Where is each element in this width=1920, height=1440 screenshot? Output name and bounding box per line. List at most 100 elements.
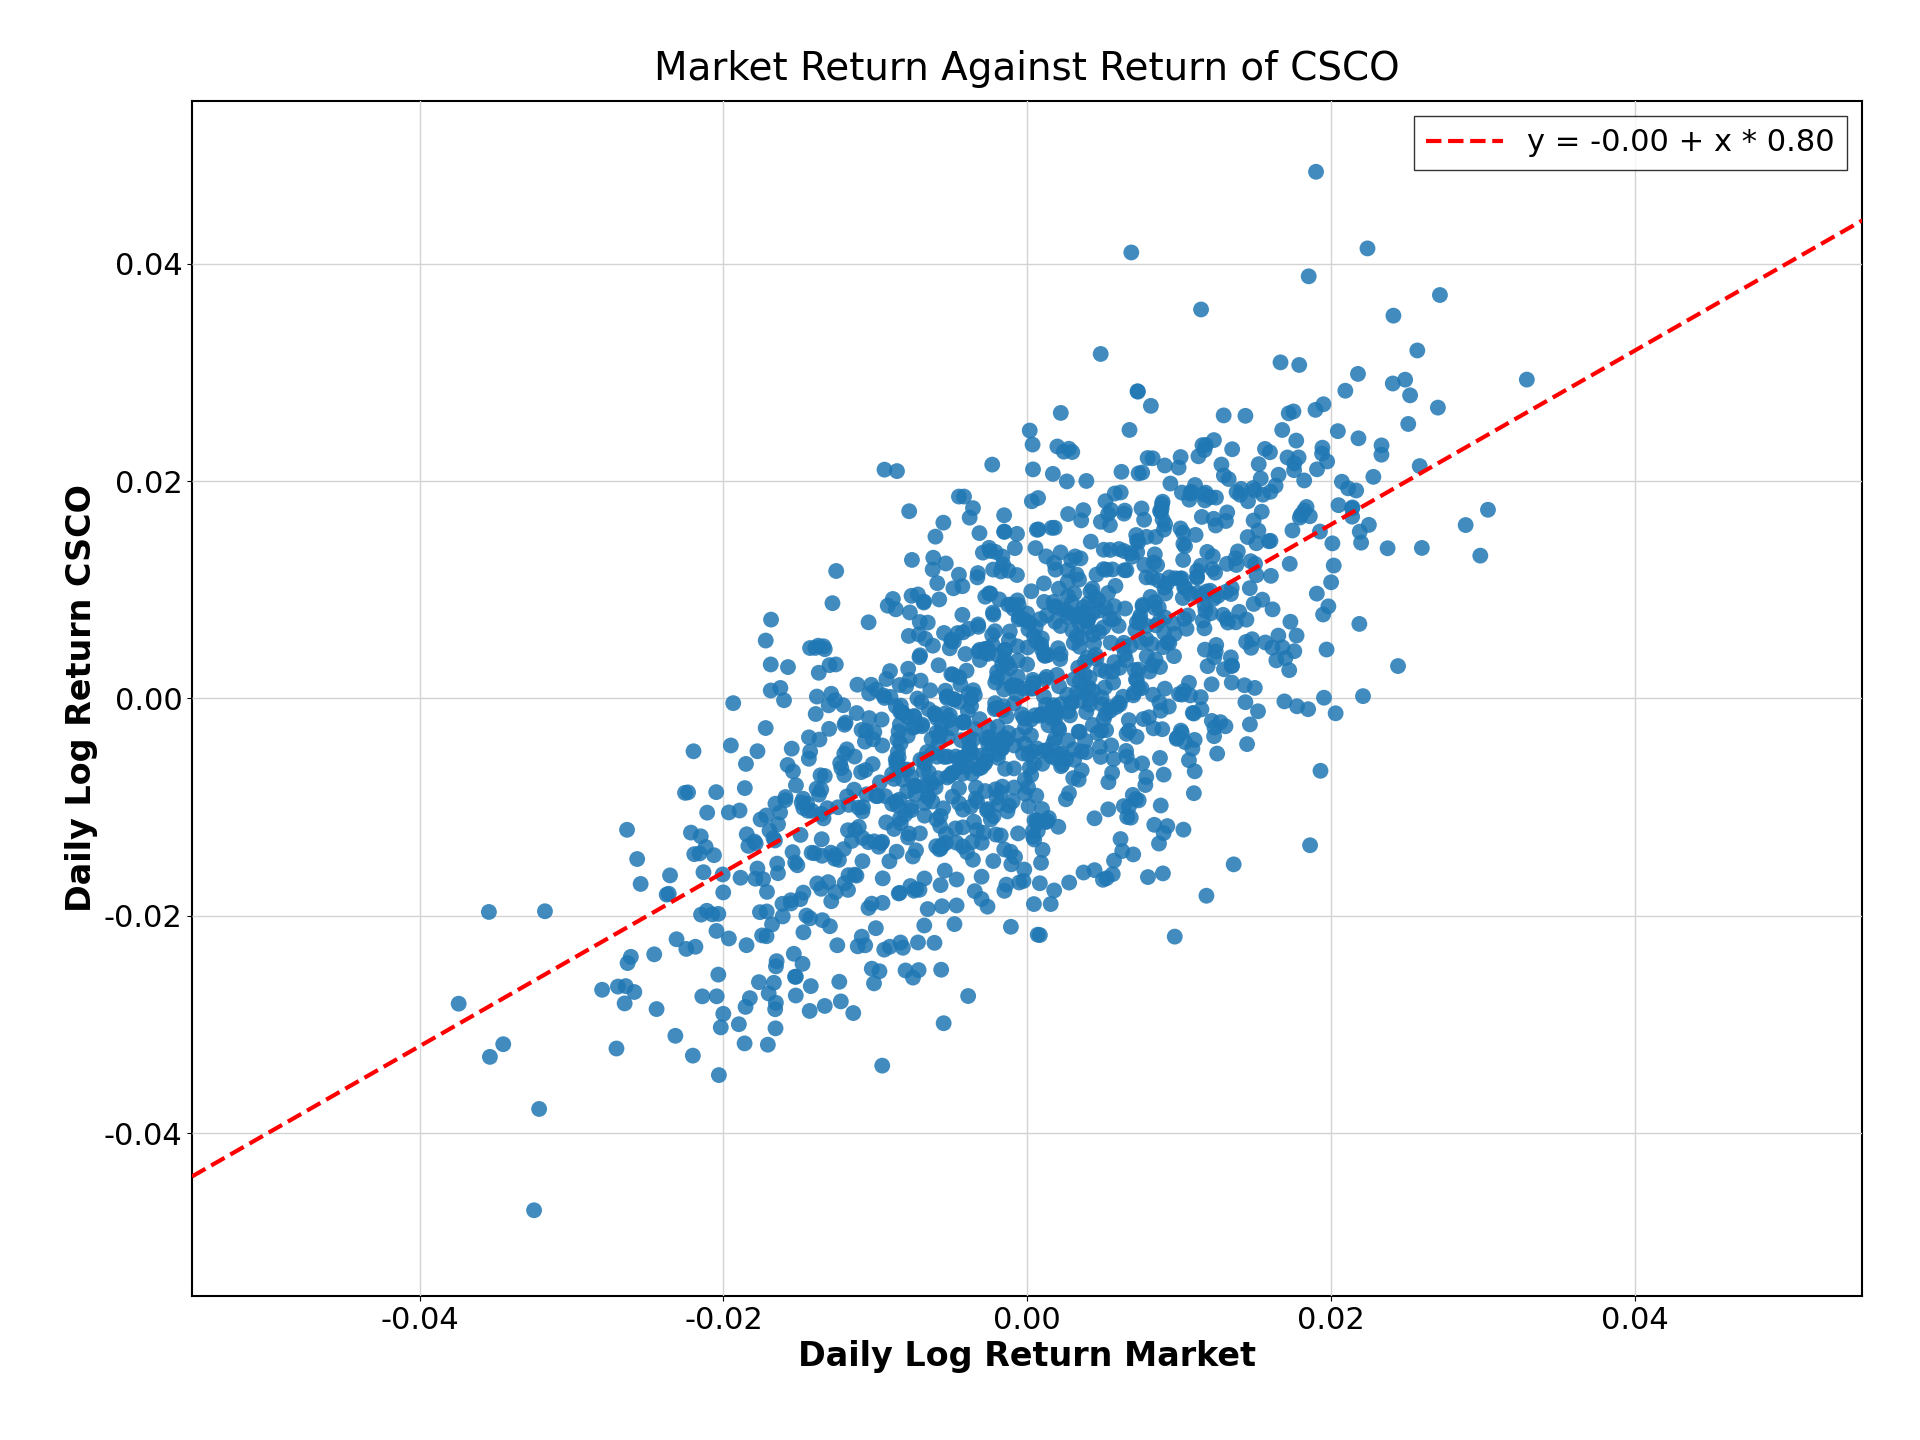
Point <box>1129 553 1160 576</box>
Point <box>1208 658 1238 681</box>
Point <box>1052 729 1083 752</box>
Point <box>1425 284 1455 307</box>
Point <box>937 762 968 785</box>
Point <box>1068 602 1098 625</box>
Point <box>964 757 995 780</box>
Point <box>977 634 1008 657</box>
Point <box>881 598 912 621</box>
Point <box>1277 518 1308 541</box>
Point <box>806 909 837 932</box>
Point <box>1283 694 1313 717</box>
Point <box>1025 704 1056 727</box>
Point <box>1117 546 1148 569</box>
Point <box>1020 752 1050 775</box>
Point <box>1279 400 1309 423</box>
Point <box>908 749 939 772</box>
Point <box>1304 520 1334 543</box>
Point <box>1173 488 1204 511</box>
Point <box>929 622 960 645</box>
Point <box>1087 693 1117 716</box>
Point <box>1020 625 1050 648</box>
Point <box>1131 526 1162 549</box>
Point <box>852 897 883 920</box>
Point <box>795 636 826 660</box>
Point <box>1181 566 1212 589</box>
Point <box>939 688 970 711</box>
Point <box>1135 660 1165 683</box>
Point <box>1044 402 1075 425</box>
Point <box>1110 500 1140 523</box>
Point <box>1031 603 1062 626</box>
Point <box>1140 526 1171 549</box>
Point <box>1217 654 1248 677</box>
Point <box>897 799 927 822</box>
Point <box>1110 598 1140 621</box>
Point <box>1054 438 1085 461</box>
Point <box>1294 265 1325 288</box>
Point <box>1179 782 1210 805</box>
Point <box>1348 684 1379 707</box>
Point <box>1091 596 1121 619</box>
Point <box>948 621 979 644</box>
Point <box>1073 677 1104 700</box>
Point <box>1066 626 1096 649</box>
Point <box>826 989 856 1012</box>
Point <box>889 804 920 827</box>
Point <box>964 707 995 730</box>
Point <box>998 757 1029 780</box>
Point <box>760 1017 791 1040</box>
Point <box>925 837 956 860</box>
Point <box>895 500 925 523</box>
Point <box>989 520 1020 543</box>
Point <box>1198 544 1229 567</box>
Point <box>1160 567 1190 590</box>
Point <box>1091 703 1121 726</box>
Point <box>881 753 912 776</box>
Point <box>975 733 1006 756</box>
Point <box>864 835 895 858</box>
Point <box>781 965 812 988</box>
Point <box>931 766 962 789</box>
Point <box>791 904 822 927</box>
Point <box>822 933 852 956</box>
Legend: y = -0.00 + x * 0.80: y = -0.00 + x * 0.80 <box>1415 117 1847 170</box>
Point <box>1046 693 1077 716</box>
Point <box>1016 763 1046 786</box>
Point <box>975 808 1006 831</box>
Point <box>1108 540 1139 563</box>
Point <box>912 740 943 763</box>
Point <box>829 871 860 894</box>
Point <box>814 694 845 717</box>
Point <box>762 861 793 884</box>
Point <box>964 615 995 638</box>
Point <box>1044 642 1075 665</box>
Point <box>998 674 1029 697</box>
Point <box>899 704 929 727</box>
Point <box>1158 612 1188 635</box>
Point <box>1089 675 1119 698</box>
Point <box>1025 851 1056 874</box>
Point <box>743 740 774 763</box>
Point <box>960 788 991 811</box>
Point <box>998 693 1029 716</box>
Point <box>1125 608 1156 631</box>
Point <box>1167 481 1198 504</box>
Point <box>1123 677 1154 700</box>
Point <box>1039 517 1069 540</box>
Point <box>1187 433 1217 456</box>
Point <box>708 881 739 904</box>
Point <box>845 760 876 783</box>
Point <box>1300 399 1331 422</box>
Point <box>1188 616 1219 639</box>
Point <box>931 685 962 708</box>
Point <box>1148 490 1179 513</box>
Point <box>803 871 833 894</box>
Point <box>1052 585 1083 608</box>
Point <box>1407 537 1438 560</box>
Point <box>970 585 1000 608</box>
Point <box>948 798 979 821</box>
Point <box>760 998 791 1021</box>
Point <box>1321 701 1352 724</box>
Point <box>1240 677 1271 700</box>
Point <box>962 613 993 636</box>
